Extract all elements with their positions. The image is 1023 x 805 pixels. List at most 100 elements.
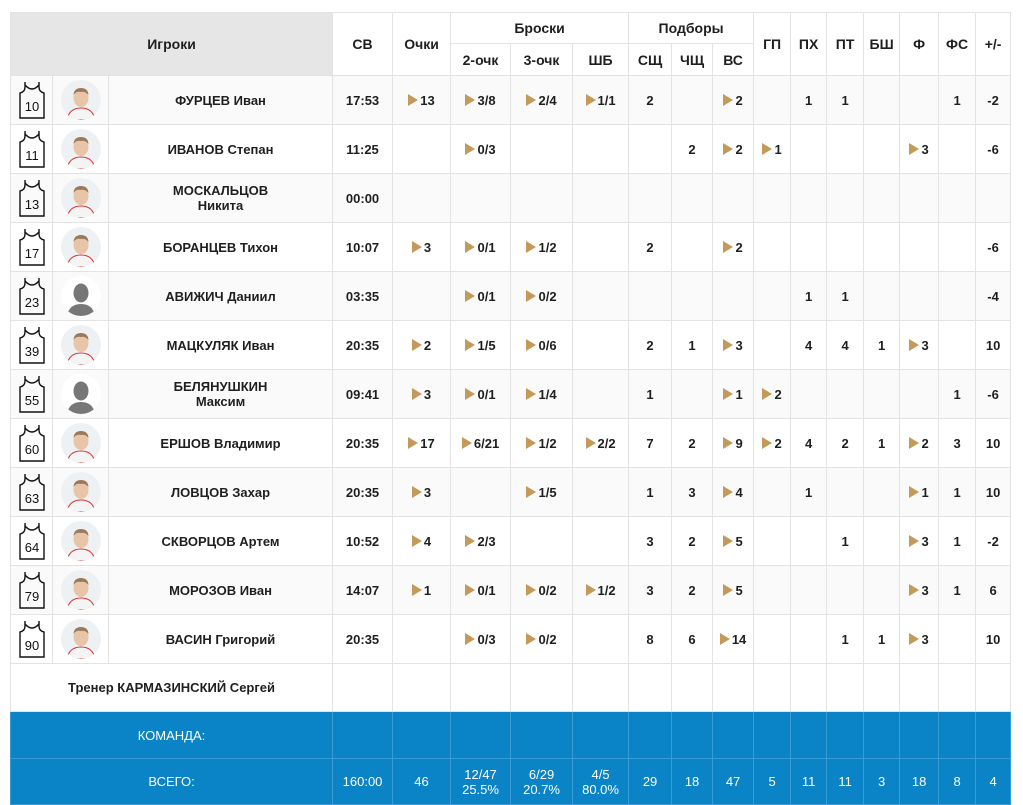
header-shots-ft[interactable]: ШБ xyxy=(572,43,630,76)
stat-reb[interactable]: 14 xyxy=(712,614,755,664)
stat-f[interactable]: 3 xyxy=(899,614,940,664)
play-triangle-icon[interactable] xyxy=(723,93,734,106)
play-triangle-icon[interactable] xyxy=(762,387,773,400)
stat-ft[interactable]: 1/2 xyxy=(572,565,630,615)
play-triangle-icon[interactable] xyxy=(526,289,537,302)
stat-p2[interactable]: 6/21 xyxy=(450,418,512,468)
player-name[interactable]: ЕРШОВ Владимир xyxy=(107,418,334,468)
stat-f[interactable]: 1 xyxy=(899,467,940,517)
player-photo[interactable] xyxy=(60,80,101,120)
player-photo[interactable] xyxy=(60,423,101,463)
play-triangle-icon[interactable] xyxy=(465,583,476,596)
play-triangle-icon[interactable] xyxy=(762,142,773,155)
play-triangle-icon[interactable] xyxy=(526,632,537,645)
header-shots-3[interactable]: 3-очк xyxy=(510,43,574,76)
play-triangle-icon[interactable] xyxy=(909,583,920,596)
header-turnovers[interactable]: ПХ xyxy=(790,12,828,76)
play-triangle-icon[interactable] xyxy=(408,93,419,106)
player-photo[interactable] xyxy=(60,472,101,512)
stat-p3[interactable]: 0/2 xyxy=(510,565,574,615)
play-triangle-icon[interactable] xyxy=(411,485,422,498)
player-name[interactable]: МОСКАЛЬЦОВ Никита xyxy=(107,173,334,223)
header-points[interactable]: Очки xyxy=(392,12,452,76)
play-triangle-icon[interactable] xyxy=(723,485,734,498)
stat-pts[interactable]: 1 xyxy=(392,565,452,615)
stat-pts[interactable]: 4 xyxy=(392,516,452,566)
stat-ft[interactable]: 2/2 xyxy=(572,418,630,468)
play-triangle-icon[interactable] xyxy=(465,387,476,400)
play-triangle-icon[interactable] xyxy=(411,338,422,351)
player-name[interactable]: ФУРЦЕВ Иван xyxy=(107,75,334,125)
player-photo[interactable] xyxy=(60,129,101,169)
stat-reb[interactable]: 2 xyxy=(712,222,755,272)
play-triangle-icon[interactable] xyxy=(719,632,730,645)
play-triangle-icon[interactable] xyxy=(526,240,537,253)
player-name[interactable]: БЕЛЯНУШКИН Максим xyxy=(107,369,334,419)
header-reb-off[interactable]: ЧЩ xyxy=(671,43,714,76)
header-shots-2[interactable]: 2-очк xyxy=(450,43,512,76)
play-triangle-icon[interactable] xyxy=(465,240,476,253)
play-triangle-icon[interactable] xyxy=(465,534,476,547)
stat-p2[interactable]: 0/1 xyxy=(450,369,512,419)
header-blocks[interactable]: БШ xyxy=(863,12,901,76)
stat-p2[interactable]: 3/8 xyxy=(450,75,512,125)
stat-f[interactable]: 3 xyxy=(899,516,940,566)
stat-f[interactable]: 3 xyxy=(899,124,940,174)
play-triangle-icon[interactable] xyxy=(465,93,476,106)
play-triangle-icon[interactable] xyxy=(723,534,734,547)
stat-p3[interactable]: 0/2 xyxy=(510,614,574,664)
play-triangle-icon[interactable] xyxy=(526,583,537,596)
player-photo[interactable] xyxy=(60,227,101,267)
stat-p3[interactable]: 1/5 xyxy=(510,467,574,517)
play-triangle-icon[interactable] xyxy=(723,436,734,449)
play-triangle-icon[interactable] xyxy=(909,338,920,351)
play-triangle-icon[interactable] xyxy=(411,583,422,596)
stat-pts[interactable]: 3 xyxy=(392,369,452,419)
stat-p2[interactable]: 2/3 xyxy=(450,516,512,566)
play-triangle-icon[interactable] xyxy=(465,142,476,155)
stat-p3[interactable]: 1/4 xyxy=(510,369,574,419)
player-photo[interactable] xyxy=(60,521,101,561)
play-triangle-icon[interactable] xyxy=(465,338,476,351)
player-photo[interactable] xyxy=(60,325,101,365)
player-name[interactable]: ИВАНОВ Степан xyxy=(107,124,334,174)
stat-p3[interactable]: 1/2 xyxy=(510,418,574,468)
play-triangle-icon[interactable] xyxy=(526,387,537,400)
stat-p3[interactable]: 1/2 xyxy=(510,222,574,272)
play-triangle-icon[interactable] xyxy=(526,338,537,351)
play-triangle-icon[interactable] xyxy=(461,436,472,449)
player-name[interactable]: БОРАНЦЕВ Тихон xyxy=(107,222,334,272)
stat-p2[interactable]: 0/1 xyxy=(450,222,512,272)
stat-pts[interactable]: 13 xyxy=(392,75,452,125)
stat-p2[interactable]: 0/3 xyxy=(450,614,512,664)
header-players[interactable]: Игроки xyxy=(9,12,334,76)
play-triangle-icon[interactable] xyxy=(526,436,537,449)
player-name[interactable]: ЛОВЦОВ Захар xyxy=(107,467,334,517)
stat-reb[interactable]: 3 xyxy=(712,320,755,370)
play-triangle-icon[interactable] xyxy=(526,93,537,106)
play-triangle-icon[interactable] xyxy=(411,240,422,253)
play-triangle-icon[interactable] xyxy=(909,485,920,498)
header-sv[interactable]: СВ xyxy=(332,12,394,76)
stat-f[interactable]: 3 xyxy=(899,320,940,370)
play-triangle-icon[interactable] xyxy=(723,338,734,351)
header-fouls[interactable]: Ф xyxy=(899,12,940,76)
stat-pts[interactable]: 17 xyxy=(392,418,452,468)
stat-reb[interactable]: 5 xyxy=(712,565,755,615)
play-triangle-icon[interactable] xyxy=(909,632,920,645)
stat-p2[interactable]: 0/1 xyxy=(450,565,512,615)
stat-reb[interactable]: 2 xyxy=(712,75,755,125)
play-triangle-icon[interactable] xyxy=(408,436,419,449)
play-triangle-icon[interactable] xyxy=(762,436,773,449)
stat-p3[interactable]: 0/6 xyxy=(510,320,574,370)
header-steals[interactable]: ПТ xyxy=(826,12,865,76)
stat-f[interactable]: 2 xyxy=(899,418,940,468)
header-plusminus[interactable]: +/- xyxy=(975,12,1012,76)
stat-pts[interactable]: 3 xyxy=(392,222,452,272)
play-triangle-icon[interactable] xyxy=(909,142,920,155)
play-triangle-icon[interactable] xyxy=(909,534,920,547)
stat-reb[interactable]: 5 xyxy=(712,516,755,566)
player-name[interactable]: МАЦКУЛЯК Иван xyxy=(107,320,334,370)
stat-pts[interactable]: 3 xyxy=(392,467,452,517)
stat-reb[interactable]: 9 xyxy=(712,418,755,468)
